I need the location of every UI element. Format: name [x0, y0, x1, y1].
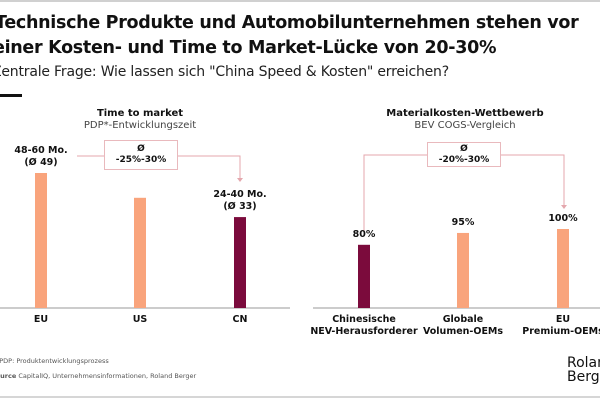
accent-bar [0, 94, 22, 97]
chart2-data-label: 100% [548, 213, 578, 224]
chart2-connector-right [501, 154, 565, 208]
chart2-annotation-line1: Ø [460, 144, 468, 154]
chart1-category-label: EU [33, 314, 49, 325]
chart1-bar-2 [234, 217, 246, 308]
chart2-bar-0 [358, 244, 370, 308]
chart2-data-label: 80% [352, 228, 376, 240]
chart2-annotation-box: Ø -20%-30% [427, 142, 501, 167]
chart1-arrowhead [237, 178, 243, 182]
logo-line1: Roland [567, 355, 600, 371]
chart1-bar-0 [35, 173, 47, 308]
chart2-connector-left [363, 154, 427, 231]
chart1-data-label: 24-40 Mo. (Ø 33) [213, 189, 267, 213]
chart2-category-label: EU Premium-OEMs [522, 314, 600, 337]
slide-title-line1: Technische Produkte und Automobilunterne… [0, 13, 579, 33]
footnote: *PDP: Produktentwicklungsprozess [0, 357, 109, 365]
chart1-subtitle: PDP*-Entwicklungszeit [83, 120, 197, 131]
chart1-annotation-line2: -25%-30% [115, 155, 167, 165]
chart2-title: Materialkosten-Wettbewerb [386, 108, 544, 119]
chart2-data-label: 95% [451, 216, 475, 228]
source-text: CapitalIQ, Unternehmensinformationen, Ro… [18, 372, 197, 380]
chart1-title: Time to market [96, 108, 184, 119]
chart1-category-label: CN [232, 314, 248, 325]
chart2-bar-2 [557, 229, 569, 308]
chart2-arrowhead [561, 205, 567, 209]
chart1-category-label: US [132, 314, 148, 325]
chart1-annotation-box: Ø -25%-30% [104, 140, 178, 170]
chart1-data-label: 48-60 Mo. (Ø 49) [14, 145, 68, 168]
chart2-category-label: Globale Volumen-OEMs [422, 314, 504, 337]
source-label: Source [0, 372, 17, 380]
logo: Roland Berger [567, 356, 600, 384]
chart2-bar-1 [457, 232, 469, 308]
chart2-annotation-line2: -20%-30% [438, 155, 490, 165]
chart1-connector-right [178, 155, 241, 181]
bottom-border [0, 396, 600, 398]
chart1-annotation-line1: Ø [137, 144, 145, 154]
source-line: Source CapitalIQ, Unternehmensinformatio… [0, 372, 196, 380]
slide-subtitle: Zentrale Frage: Wie lassen sich "China S… [0, 64, 449, 80]
chart2-category-label: Chinesische NEV-Herausforderer [310, 314, 418, 337]
chart1-bar-1 [134, 197, 146, 308]
slide-title-line2: einer Kosten- und Time to Market-Lücke v… [0, 38, 497, 58]
logo-line2: Berger [567, 369, 600, 385]
chart2-subtitle: BEV COGS-Vergleich [414, 120, 516, 131]
top-border [0, 0, 600, 2]
